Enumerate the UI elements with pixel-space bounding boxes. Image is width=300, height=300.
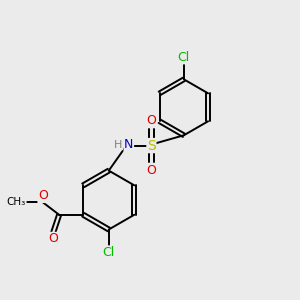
Text: Cl: Cl [178, 51, 190, 64]
Text: O: O [146, 114, 156, 127]
Text: S: S [147, 139, 156, 153]
Text: O: O [38, 189, 48, 203]
Text: O: O [48, 232, 58, 245]
Text: Cl: Cl [103, 246, 115, 259]
Text: H: H [114, 140, 122, 150]
Text: O: O [146, 164, 156, 177]
Text: N: N [124, 138, 134, 151]
Text: CH₃: CH₃ [7, 197, 26, 207]
